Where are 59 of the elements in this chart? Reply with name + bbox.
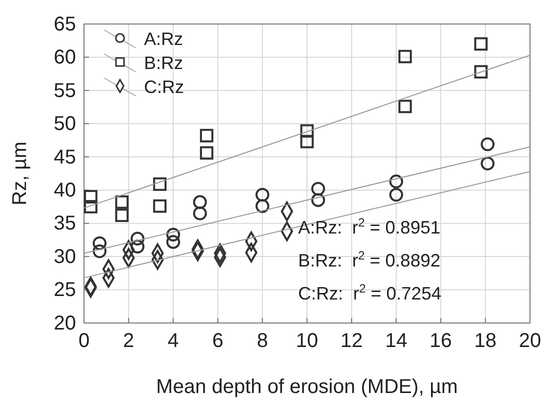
- point: [480, 137, 495, 152]
- x-tick-label: 6: [212, 330, 224, 352]
- annotation: B:Rz: r$^{2}$ = 0.8892: [298, 248, 440, 270]
- point: [130, 240, 144, 254]
- point: [84, 200, 98, 214]
- point: [115, 195, 129, 209]
- point: [193, 195, 207, 209]
- point: [84, 190, 98, 204]
- point: [166, 228, 180, 242]
- x-tick-label: 18: [474, 330, 497, 352]
- point: [200, 146, 214, 160]
- point: [480, 156, 495, 170]
- point: [300, 134, 314, 148]
- x-axis-title: Mean depth of erosion (MDE), µm: [156, 376, 458, 398]
- annotation: A:Rz: r$^{2}$ = 0.8951: [298, 215, 440, 238]
- point: [92, 244, 107, 258]
- point: [130, 232, 144, 246]
- y-tick-label: 20: [54, 312, 76, 334]
- point: [389, 188, 404, 202]
- point: [255, 188, 270, 202]
- y-tick-label: 45: [54, 146, 76, 168]
- x-tick-label: 2: [123, 330, 134, 352]
- legend-label: B:Rz: [144, 53, 184, 73]
- point: [255, 199, 270, 213]
- point: [153, 199, 167, 213]
- y-tick-label: 55: [54, 80, 76, 102]
- point: [115, 208, 129, 222]
- x-tick-label: 14: [385, 330, 408, 352]
- y-tick-label: 25: [54, 279, 76, 302]
- x-tick-label: 10: [296, 330, 318, 352]
- y-tick-label: 40: [54, 180, 76, 202]
- point: [200, 128, 214, 142]
- point: [153, 177, 167, 191]
- x-tick-label: 20: [518, 330, 542, 352]
- point: [389, 174, 404, 188]
- point: [398, 100, 412, 114]
- x-tick-label: 12: [340, 330, 363, 352]
- x-tick-label: 4: [168, 330, 179, 352]
- x-tick-label: 0: [78, 330, 90, 352]
- y-axis-title: Rz, µm: [9, 142, 31, 206]
- y-tick-label: 35: [54, 212, 76, 235]
- point: [300, 124, 314, 138]
- point: [474, 65, 488, 79]
- y-tick-label: 65: [54, 13, 76, 36]
- point: [166, 235, 180, 249]
- y-tick-label: 30: [54, 246, 76, 268]
- legend-label: C:Rz: [144, 77, 184, 97]
- y-tick-label: 60: [54, 46, 76, 69]
- legend-label: A:Rz: [144, 29, 184, 49]
- point: [92, 236, 107, 250]
- point: [474, 37, 488, 51]
- point: [398, 50, 412, 64]
- y-tick-label: 50: [54, 113, 76, 136]
- x-tick-label: 8: [256, 330, 268, 352]
- annotation: C:Rz: r$^{2}$ = 0.7254: [298, 281, 442, 304]
- point: [311, 193, 326, 207]
- x-tick-label: 16: [430, 330, 452, 352]
- point: [311, 182, 326, 196]
- point: [193, 206, 207, 220]
